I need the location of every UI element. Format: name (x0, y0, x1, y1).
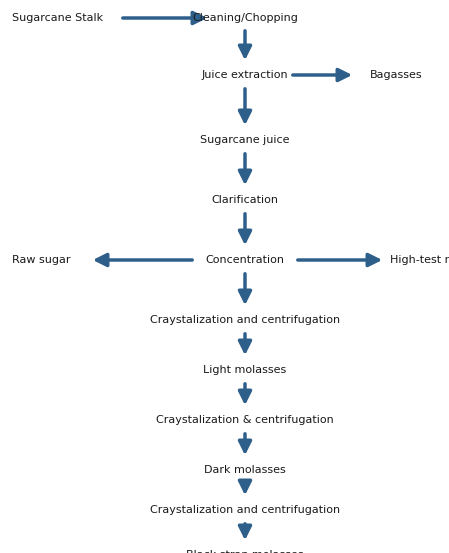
Text: Black strap molasses: Black strap molasses (186, 550, 304, 553)
Text: Light molasses: Light molasses (203, 365, 286, 375)
Text: Cleaning/Chopping: Cleaning/Chopping (192, 13, 298, 23)
Text: Craystalization & centrifugation: Craystalization & centrifugation (156, 415, 334, 425)
Text: Concentration: Concentration (206, 255, 285, 265)
Text: Bagasses: Bagasses (370, 70, 423, 80)
Text: Dark molasses: Dark molasses (204, 465, 286, 475)
Text: Sugarcane juice: Sugarcane juice (200, 135, 290, 145)
Text: Craystalization and centrifugation: Craystalization and centrifugation (150, 505, 340, 515)
Text: High-test molasses: High-test molasses (390, 255, 449, 265)
Text: Juice extraction: Juice extraction (202, 70, 288, 80)
Text: Clarification: Clarification (211, 195, 278, 205)
Text: Sugarcane Stalk: Sugarcane Stalk (12, 13, 103, 23)
Text: Craystalization and centrifugation: Craystalization and centrifugation (150, 315, 340, 325)
Text: Raw sugar: Raw sugar (12, 255, 70, 265)
